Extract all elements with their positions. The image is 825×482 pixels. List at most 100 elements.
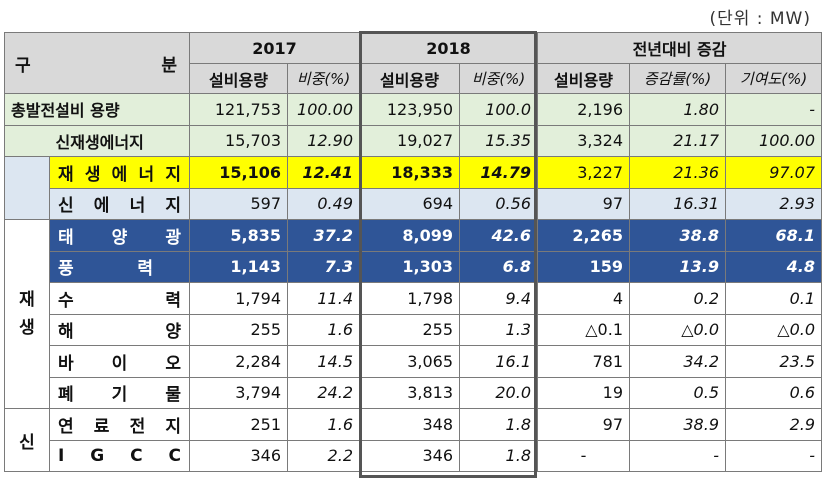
header-gu-left: 구 [15,55,31,76]
cell-contrib: 2.93 [724,187,823,220]
header-gu-right: 분 [161,55,177,76]
indent-cell [4,124,50,157]
cell-cap-2017: 346 [189,439,288,472]
row-label-char: 력 [137,259,153,280]
cell-rate: 16.31 [629,187,726,220]
cell-diff: 3,324 [537,124,630,157]
cell-rate: 34.2 [629,345,726,378]
cell-diff: 781 [537,345,630,378]
row-label-char: 바 [58,353,74,374]
cell-rate: 1.80 [629,93,726,126]
row-label-char: 너 [138,164,155,185]
row-label-char: 전 [129,416,146,437]
header-capacity-diff: 설비용량 [537,63,630,94]
table-row: I G C C 346 2.2 346 1.8 - - - [5,439,823,472]
row-label-char: 태 [58,227,74,248]
cell-diff: 159 [537,250,630,283]
row-label-char: 에 [111,164,128,185]
cell-diff: - [537,439,630,472]
cell-contrib: 97.07 [724,156,823,189]
header-share-2018: 비중(%) [459,63,538,94]
table-row: 총발전설비 용량 121,753 100.00 123,950 100.0 2,… [4,93,823,126]
row-label-char: 생 [84,164,101,185]
side-label-new: 신 [4,408,50,472]
header-category: 구 분 [4,32,190,94]
cell-rate: 38.8 [629,219,726,252]
header-yoy: 전년대비 증감 [536,32,823,64]
cell-diff: 97 [537,408,630,441]
row-label-char: 이 [111,353,128,374]
cell-contrib: 23.5 [724,345,823,378]
cell-cap-2018: 18,333 [359,156,460,189]
row-label-char: 지 [165,196,181,217]
cell-cap-2018: 19,027 [359,124,460,157]
row-label-char: G [90,445,105,466]
cell-cap-2017: 121,753 [189,93,288,126]
cell-cap-2018: 3,065 [359,345,460,378]
cell-share-2017: 1.6 [287,313,360,346]
row-label-char: 너 [129,196,146,217]
cell-cap-2017: 251 [189,408,288,441]
row-label-char: 지 [165,164,181,185]
cell-rate: 21.17 [629,124,726,157]
cell-contrib: - [724,93,823,126]
cell-cap-2017: 5,835 [189,219,288,252]
cell-share-2017: 12.90 [287,124,360,157]
row-label: 총발전설비 용량 [4,93,190,126]
cell-share-2017: 0.49 [287,187,360,220]
cell-share-2018: 100.0 [459,93,538,126]
cell-cap-2017: 3,794 [189,376,288,409]
unit-note: (단위 : MW) [709,9,811,29]
row-label-char: 신 [58,196,74,217]
cell-cap-2017: 15,703 [189,124,288,157]
cell-share-2017: 11.4 [287,282,360,315]
table-row: 바 이 오 2,284 14.5 3,065 16.1 781 34.2 23.5 [5,345,823,378]
row-label-char: 에 [93,196,110,217]
cell-share-2018: 1.8 [459,408,538,441]
capacity-table: 구 분 2017 2018 전년대비 증감 설비용량 비중(%) 설비용량 비중… [4,32,823,472]
row-label-char: 력 [165,290,181,311]
side-char-1: 재 [19,290,35,310]
cell-share-2017: 7.3 [287,250,360,283]
cell-share-2018: 0.56 [459,187,538,220]
cell-contrib: 0.1 [724,282,823,315]
side-char-2: 생 [19,318,35,338]
row-label-char: 수 [58,290,74,311]
cell-share-2018: 20.0 [459,376,538,409]
row-label-char: C [168,445,181,466]
cell-cap-2018: 1,798 [359,282,460,315]
cell-share-2018: 9.4 [459,282,538,315]
cell-cap-2018: 123,950 [359,93,460,126]
cell-rate: 38.9 [629,408,726,441]
cell-rate: 0.5 [629,376,726,409]
cell-contrib: 0.6 [724,376,823,409]
cell-share-2017: 37.2 [287,219,360,252]
cell-cap-2018: 1,303 [359,250,460,283]
cell-rate: △0.0 [629,313,726,346]
header-capacity-2018: 설비용량 [359,63,460,94]
cell-contrib: - [724,439,823,472]
cell-share-2017: 2.2 [287,439,360,472]
cell-share-2018: 15.35 [459,124,538,157]
cell-share-2018: 42.6 [459,219,538,252]
cell-diff: △0.1 [537,313,630,346]
cell-contrib: △0.0 [724,313,823,346]
row-label-char: C [130,445,143,466]
row-label-char: 해 [58,322,74,343]
header-change-rate: 증감률(%) [629,63,726,94]
cell-diff: 4 [537,282,630,315]
cell-diff: 2,265 [537,219,630,252]
header-year-2017: 2017 [189,32,360,64]
